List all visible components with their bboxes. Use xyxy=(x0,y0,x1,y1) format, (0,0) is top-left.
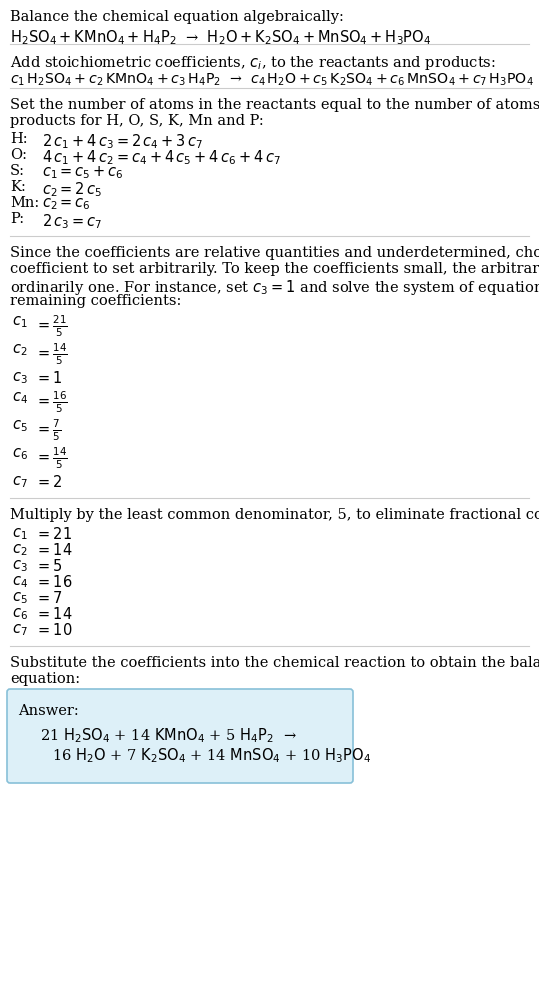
Text: $= \frac{21}{5}$: $= \frac{21}{5}$ xyxy=(35,314,68,339)
Text: $c_3$: $c_3$ xyxy=(12,558,27,574)
Text: $c_6$: $c_6$ xyxy=(12,606,28,621)
Text: remaining coefficients:: remaining coefficients: xyxy=(10,294,182,308)
FancyBboxPatch shape xyxy=(7,689,353,783)
Text: $c_7$: $c_7$ xyxy=(12,622,27,638)
Text: $c_2$: $c_2$ xyxy=(12,342,27,358)
Text: $c_1$: $c_1$ xyxy=(12,314,27,330)
Text: $c_5$: $c_5$ xyxy=(12,418,27,433)
Text: $= 10$: $= 10$ xyxy=(35,622,73,638)
Text: Set the number of atoms in the reactants equal to the number of atoms in the: Set the number of atoms in the reactants… xyxy=(10,98,539,112)
Text: $c_2 = 2\,c_5$: $c_2 = 2\,c_5$ xyxy=(42,180,102,199)
Text: Since the coefficients are relative quantities and underdetermined, choose a: Since the coefficients are relative quan… xyxy=(10,246,539,260)
Text: Mn:: Mn: xyxy=(10,196,39,210)
Text: $c_2 = c_6$: $c_2 = c_6$ xyxy=(42,196,91,212)
Text: H:: H: xyxy=(10,132,27,146)
Text: $= 2$: $= 2$ xyxy=(35,474,63,490)
Text: $2\,c_3 = c_7$: $2\,c_3 = c_7$ xyxy=(42,212,102,231)
Text: $c_7$: $c_7$ xyxy=(12,474,27,490)
Text: $= 16$: $= 16$ xyxy=(35,574,73,590)
Text: ordinarily one. For instance, set $c_3 = 1$ and solve the system of equations fo: ordinarily one. For instance, set $c_3 =… xyxy=(10,278,539,297)
Text: 21 $\mathrm{H_2SO_4}$ + 14 $\mathrm{KMnO_4}$ + 5 $\mathrm{H_4P_2}$  →: 21 $\mathrm{H_2SO_4}$ + 14 $\mathrm{KMnO… xyxy=(40,726,297,745)
Text: products for H, O, S, K, Mn and P:: products for H, O, S, K, Mn and P: xyxy=(10,114,264,128)
Text: 16 $\mathrm{H_2O}$ + 7 $\mathrm{K_2SO_4}$ + 14 $\mathrm{MnSO_4}$ + 10 $\mathrm{H: 16 $\mathrm{H_2O}$ + 7 $\mathrm{K_2SO_4}… xyxy=(52,746,371,764)
Text: Substitute the coefficients into the chemical reaction to obtain the balanced: Substitute the coefficients into the che… xyxy=(10,656,539,670)
Text: $= \frac{14}{5}$: $= \frac{14}{5}$ xyxy=(35,446,68,471)
Text: $= \frac{16}{5}$: $= \frac{16}{5}$ xyxy=(35,390,68,415)
Text: $c_1\,\mathrm{H_2SO_4} + c_2\,\mathrm{KMnO_4} + c_3\,\mathrm{H_4P_2}$  →  $c_4\,: $c_1\,\mathrm{H_2SO_4} + c_2\,\mathrm{KM… xyxy=(10,72,534,88)
Text: Balance the chemical equation algebraically:: Balance the chemical equation algebraica… xyxy=(10,10,344,24)
Text: $c_1 = c_5 + c_6$: $c_1 = c_5 + c_6$ xyxy=(42,164,124,181)
Text: coefficient to set arbitrarily. To keep the coefficients small, the arbitrary va: coefficient to set arbitrarily. To keep … xyxy=(10,262,539,276)
Text: $= \frac{7}{5}$: $= \frac{7}{5}$ xyxy=(35,418,61,443)
Text: equation:: equation: xyxy=(10,672,80,686)
Text: $= 14$: $= 14$ xyxy=(35,606,73,622)
Text: Answer:: Answer: xyxy=(18,704,79,718)
Text: $c_1$: $c_1$ xyxy=(12,526,27,542)
Text: $\mathrm{H_2SO_4 + KMnO_4 + H_4P_2}$  →  $\mathrm{H_2O + K_2SO_4 + MnSO_4 + H_3P: $\mathrm{H_2SO_4 + KMnO_4 + H_4P_2}$ → $… xyxy=(10,28,431,47)
Text: O:: O: xyxy=(10,148,27,162)
Text: $c_3$: $c_3$ xyxy=(12,370,27,386)
Text: $= 1$: $= 1$ xyxy=(35,370,63,386)
Text: $2\,c_1 + 4\,c_3 = 2\,c_4 + 3\,c_7$: $2\,c_1 + 4\,c_3 = 2\,c_4 + 3\,c_7$ xyxy=(42,132,203,151)
Text: $= 21$: $= 21$ xyxy=(35,526,72,542)
Text: $c_5$: $c_5$ xyxy=(12,590,27,605)
Text: $c_2$: $c_2$ xyxy=(12,542,27,558)
Text: $= 7$: $= 7$ xyxy=(35,590,63,606)
Text: S:: S: xyxy=(10,164,25,178)
Text: $= 14$: $= 14$ xyxy=(35,542,73,558)
Text: $= 5$: $= 5$ xyxy=(35,558,63,574)
Text: $c_4$: $c_4$ xyxy=(12,390,28,406)
Text: P:: P: xyxy=(10,212,24,226)
Text: Add stoichiometric coefficients, $c_i$, to the reactants and products:: Add stoichiometric coefficients, $c_i$, … xyxy=(10,54,496,72)
Text: $c_6$: $c_6$ xyxy=(12,446,28,461)
Text: $c_4$: $c_4$ xyxy=(12,574,28,589)
Text: $= \frac{14}{5}$: $= \frac{14}{5}$ xyxy=(35,342,68,368)
Text: $4\,c_1 + 4\,c_2 = c_4 + 4\,c_5 + 4\,c_6 + 4\,c_7$: $4\,c_1 + 4\,c_2 = c_4 + 4\,c_5 + 4\,c_6… xyxy=(42,148,281,167)
Text: Multiply by the least common denominator, 5, to eliminate fractional coefficient: Multiply by the least common denominator… xyxy=(10,508,539,522)
Text: K:: K: xyxy=(10,180,26,194)
